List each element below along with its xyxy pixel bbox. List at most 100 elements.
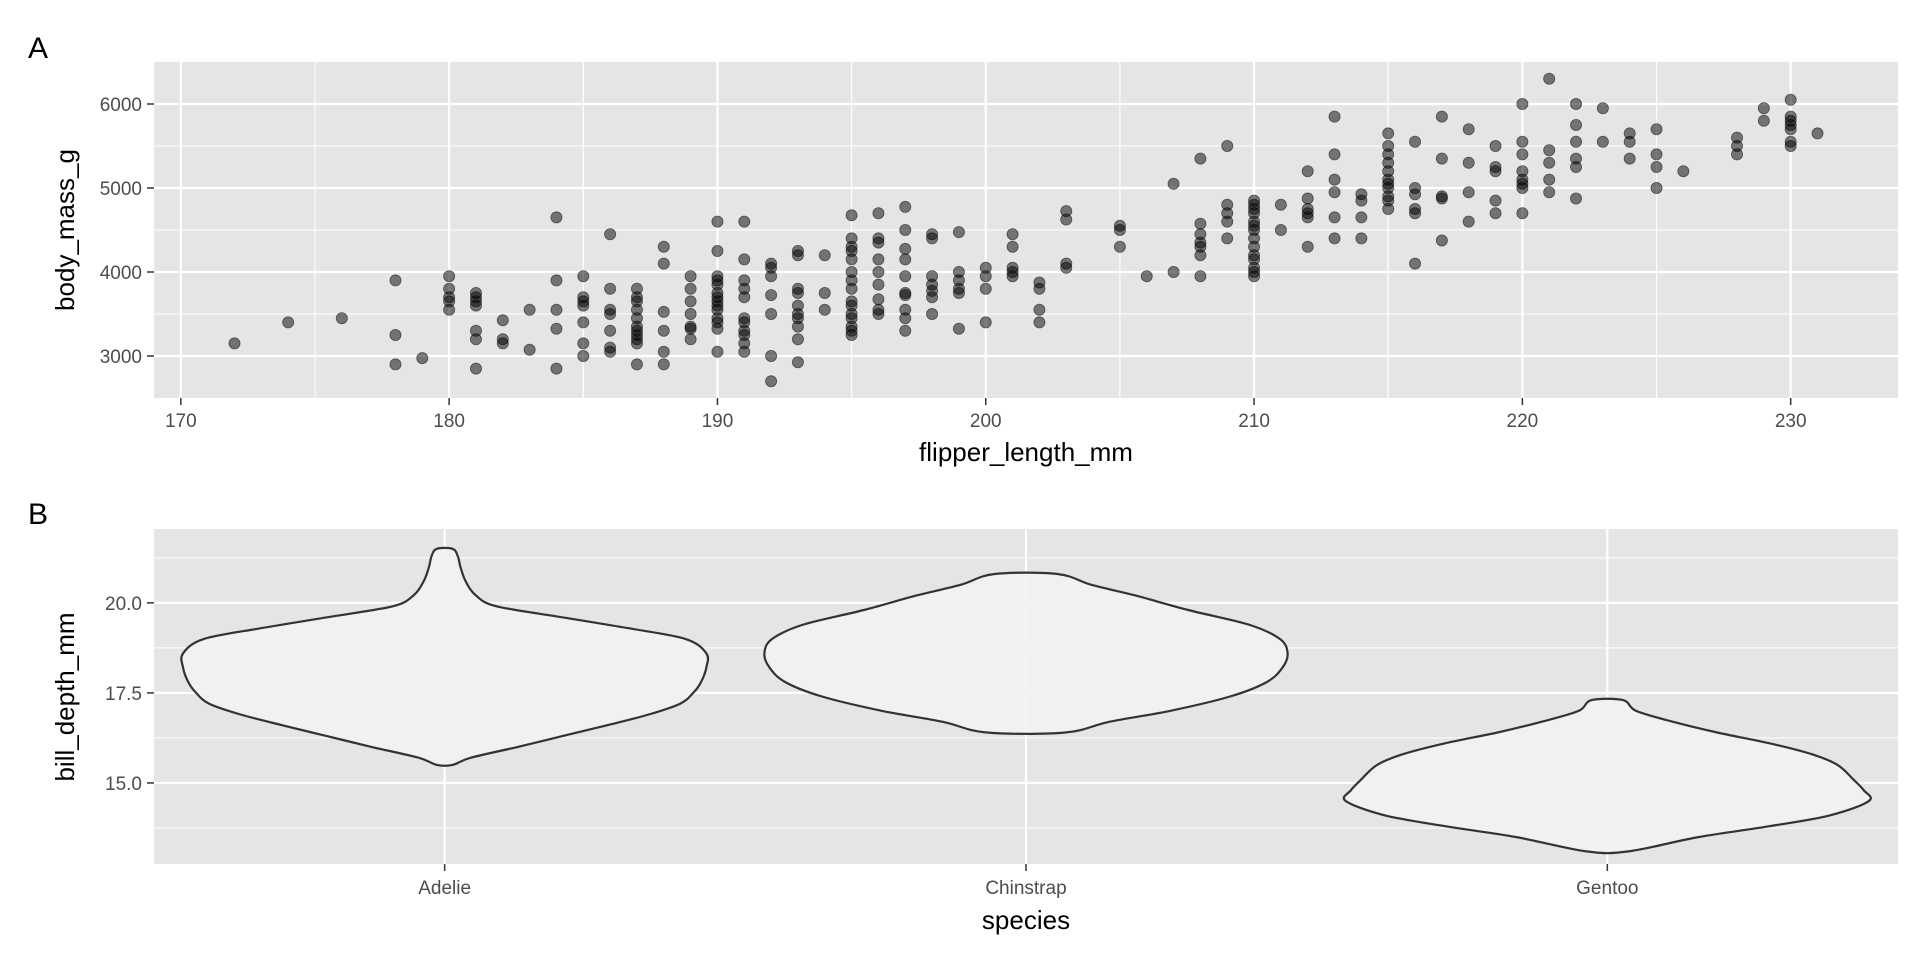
scatter-point	[389, 358, 402, 371]
scatter-point	[899, 223, 912, 236]
scatter-point	[765, 257, 778, 270]
scatter-point	[872, 253, 885, 266]
scatter-point	[1006, 228, 1019, 241]
scatter-point	[1006, 240, 1019, 253]
scatter-point	[550, 322, 563, 335]
scatter-point	[872, 207, 885, 220]
scatter-point	[1194, 228, 1207, 241]
scatter-point	[952, 322, 965, 335]
scatter-point	[1489, 194, 1502, 207]
scatter-point	[1033, 303, 1046, 316]
scatter-point	[1328, 211, 1341, 224]
x-tick-label: 190	[702, 411, 734, 432]
scatter-point	[1060, 257, 1073, 270]
scatter-point	[791, 282, 804, 295]
scatter-point	[1650, 148, 1663, 161]
scatter-point	[604, 341, 617, 354]
scatter-point	[282, 316, 295, 329]
scatter-point	[872, 278, 885, 291]
scatter-point	[899, 200, 912, 213]
scatter-point	[630, 358, 643, 371]
panel-a-scatter: A 170 180 190 200 210 220 230 3000 4000 5000 6000…	[28, 32, 1898, 467]
scatter-point	[1194, 217, 1207, 230]
scatter-point	[711, 270, 724, 283]
scatter-point	[1570, 119, 1583, 132]
y-tick-label: 3000	[100, 347, 142, 368]
scatter-point	[818, 286, 831, 299]
scatter-point	[1435, 110, 1448, 123]
scatter-point	[1301, 165, 1314, 178]
scatter-point	[1301, 240, 1314, 253]
x-tick-label: 200	[970, 411, 1002, 432]
scatter-point	[1543, 156, 1556, 169]
scatter-point	[1006, 261, 1019, 274]
scatter-point	[416, 352, 429, 365]
scatter-point	[1516, 98, 1529, 111]
x-tick-label-adelie: Adelie	[418, 878, 471, 899]
scatter-point	[1194, 270, 1207, 283]
x-tick-label: 170	[165, 411, 197, 432]
scatter-point	[1543, 173, 1556, 186]
scatter-point	[1409, 181, 1422, 194]
y-tick-label: 6000	[100, 95, 142, 116]
scatter-point	[899, 253, 912, 266]
scatter-point	[1328, 186, 1341, 199]
scatter-point	[577, 291, 590, 304]
violin-chinstrap	[763, 571, 1289, 735]
scatter-point	[684, 320, 697, 333]
scatter-point	[1462, 215, 1475, 228]
scatter-point	[1757, 102, 1770, 115]
scatter-point	[1543, 72, 1556, 85]
x-axis-title-b: species	[982, 905, 1070, 935]
scatter-point	[550, 362, 563, 375]
scatter-point	[1355, 211, 1368, 224]
scatter-point	[738, 253, 751, 266]
scatter-point	[899, 286, 912, 299]
scatter-point	[845, 295, 858, 308]
scatter-point	[1757, 114, 1770, 127]
scatter-point	[791, 244, 804, 257]
scatter-point	[604, 303, 617, 316]
scatter-point	[1409, 202, 1422, 215]
scatter-point	[523, 303, 536, 316]
scatter-point	[1248, 194, 1261, 207]
scatter-point	[657, 358, 670, 371]
scatter-point	[1328, 110, 1341, 123]
scatter-point	[818, 303, 831, 316]
scatter-point	[845, 232, 858, 245]
panel-label-b: B	[28, 498, 48, 531]
scatter-point	[389, 274, 402, 287]
scatter-point	[1301, 192, 1314, 205]
scatter-point	[765, 349, 778, 362]
points-a	[228, 72, 1824, 388]
scatter-point	[1784, 110, 1797, 123]
scatter-point	[1435, 234, 1448, 247]
scatter-point	[926, 307, 939, 320]
scatter-point	[684, 295, 697, 308]
scatter-point	[1435, 190, 1448, 203]
scatter-point	[791, 299, 804, 312]
y-tick-label: 20.0	[105, 594, 142, 615]
scatter-point	[1328, 232, 1341, 245]
scatter-point	[1167, 265, 1180, 278]
scatter-point	[1650, 123, 1663, 136]
scatter-point	[738, 312, 751, 325]
scatter-point	[1731, 131, 1744, 144]
scatter-point	[1489, 207, 1502, 220]
x-tick-label-chinstrap: Chinstrap	[985, 878, 1066, 899]
scatter-point	[1543, 186, 1556, 199]
scatter-point	[496, 337, 509, 350]
scatter-point	[496, 314, 509, 327]
scatter-point	[657, 305, 670, 318]
scatter-point	[1113, 219, 1126, 232]
scatter-point	[1221, 232, 1234, 245]
scatter-point	[1489, 139, 1502, 152]
x-tick-label: 210	[1238, 411, 1270, 432]
scatter-point	[1409, 257, 1422, 270]
scatter-point	[1328, 173, 1341, 186]
scatter-point	[711, 345, 724, 358]
scatter-point	[1570, 98, 1583, 111]
scatter-point	[684, 282, 697, 295]
violin-gentoo	[1342, 697, 1872, 855]
panel-label-a: A	[28, 32, 48, 65]
